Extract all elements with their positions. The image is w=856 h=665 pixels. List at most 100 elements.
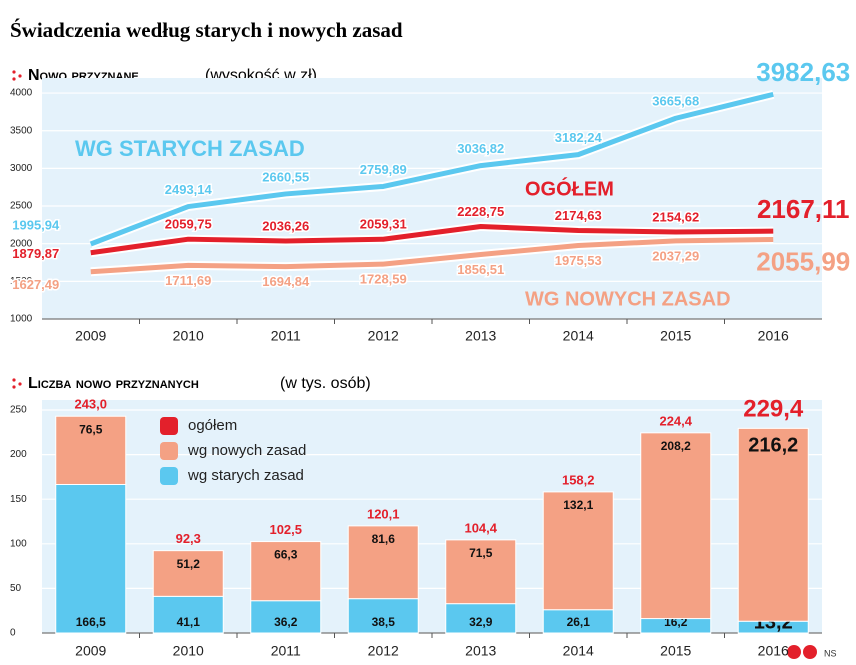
value-label: 1995,94 [12,217,60,232]
value-label: 1694,84 [262,274,310,289]
legend-label: ogółem [188,417,237,434]
value-label: 2036,26 [262,218,309,233]
value-label: 166,5 [76,615,106,629]
value-label: 41,1 [177,615,201,629]
value-label: 2154,62 [652,209,699,224]
x-tick-label: 2011 [271,643,301,659]
credit: NS [824,648,837,658]
total-label: 102,5 [269,522,302,537]
chart-unit: (w tys. osób) [280,375,371,392]
bar-segment [152,550,224,597]
value-label: 2167,11 [757,194,850,224]
value-label: 3665,68 [652,94,699,109]
bar-segment [542,491,614,611]
y-tick-label: 50 [10,583,22,594]
value-label: 71,5 [469,546,493,560]
legend-swatch [160,467,178,485]
value-label: 2037,29 [652,248,699,263]
total-label: 158,2 [562,472,595,487]
value-label: 2059,75 [165,217,212,232]
x-tick-label: 2009 [75,643,106,659]
logo [787,645,817,659]
line [89,91,774,247]
x-tick-label: 2015 [660,328,691,344]
value-label: 32,9 [469,615,493,629]
y-tick-label: 0 [10,628,16,639]
x-tick-label: 2014 [563,328,594,344]
value-label: 1975,53 [555,253,602,268]
value-label: 3182,24 [555,130,603,145]
bar-segment [347,598,419,634]
value-label: 132,1 [563,498,593,512]
x-tick-label: 2013 [465,328,496,344]
x-tick-label: 2011 [271,328,301,344]
value-label: 26,1 [567,615,591,629]
bar-segment [250,541,322,602]
value-label: 38,5 [372,615,396,629]
value-label: 208,2 [661,439,691,453]
series-label: WG NOWYCH ZASAD [525,288,731,310]
value-label: 1856,51 [457,262,504,277]
y-tick-label: 1500 [10,276,33,287]
y-tick-label: 3000 [10,163,33,174]
marker [12,70,22,389]
y-tick-label: 200 [10,449,27,460]
bar-segment [55,483,127,634]
bar-segment [445,603,517,634]
value-label: 2228,75 [457,204,504,219]
legend-label: wg starych zasad [187,467,304,484]
value-label: 2174,63 [555,208,602,223]
value-label: 2055,99 [756,246,850,276]
value-label: 1728,59 [360,272,407,287]
total-label: 104,4 [464,520,497,535]
value-label: 3036,82 [457,141,504,156]
bar-segment [250,600,322,634]
value-label: 36,2 [274,615,298,629]
y-tick-label: 3500 [10,125,33,136]
bar-segment [347,525,419,600]
value-label: 2493,14 [165,182,213,197]
y-tick-label: 250 [10,405,27,416]
x-tick-label: 2010 [173,328,204,344]
x-tick-label: 2010 [173,643,204,659]
page-title: Świadczenia według starych i nowych zasa… [10,18,403,42]
y-tick-label: 2000 [10,238,33,249]
total-label: 92,3 [176,531,201,546]
value-label: 1879,87 [12,246,59,261]
x-tick-label: 2013 [465,643,496,659]
total-label: 120,1 [367,506,400,521]
series-label: OGÓŁEM [525,176,614,200]
bar-segment [55,415,127,485]
line [90,223,774,256]
bar-segment [737,427,809,622]
value-label: 1711,69 [165,273,211,288]
x-tick-label: 2016 [758,328,789,344]
value-label: 2759,89 [360,162,407,177]
bar-segment [445,539,517,605]
value-label: 1627,49 [12,277,59,292]
x-tick-label: 2012 [368,643,399,659]
value-label: 81,6 [372,532,396,546]
x-tick-label: 2015 [660,643,691,659]
total-label: 224,4 [659,413,692,428]
x-tick-label: 2009 [75,328,106,344]
chart-title: Liczba nowo przyznanych [28,375,199,392]
total-label: 243,0 [74,397,107,412]
line [90,236,774,275]
y-tick-label: 1000 [10,314,33,325]
legend-swatch [160,442,178,460]
value-label: 51,2 [177,557,201,571]
value-label: 2059,31 [360,217,407,232]
y-tick-label: 150 [10,494,27,505]
total-label: 229,4 [743,396,804,423]
legend-label: wg nowych zasad [187,442,306,459]
legend-swatch [160,417,178,435]
x-tick-label: 2012 [368,328,399,344]
y-tick-label: 100 [10,538,27,549]
value-label: 2660,55 [262,169,309,184]
y-tick-label: 4000 [10,88,33,99]
x-tick-label: 2016 [758,643,789,659]
series-label: WG STARYCH ZASAD [75,136,305,161]
value-label: 66,3 [274,548,298,562]
